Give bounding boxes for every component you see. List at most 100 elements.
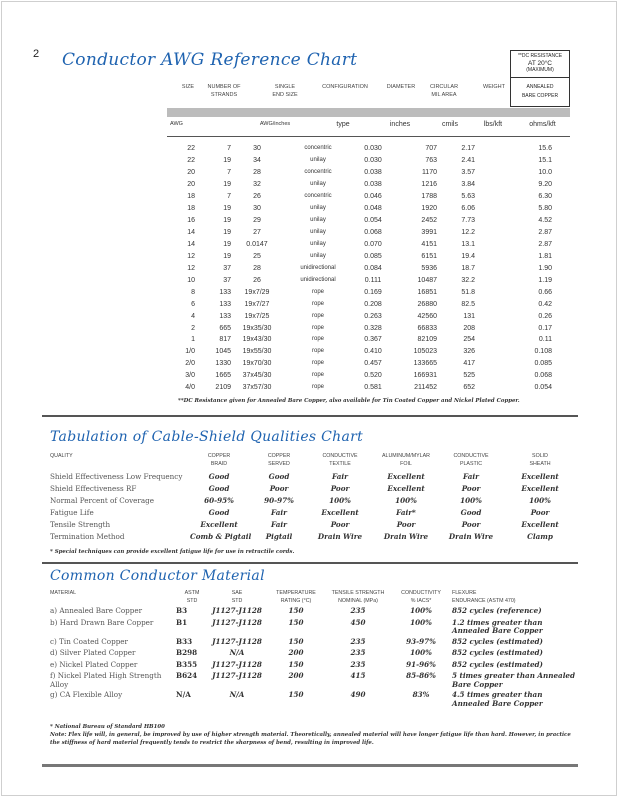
column-header: ASTM STD: [176, 589, 208, 607]
table-cell: 100%: [529, 495, 551, 505]
table-cell: 0.048: [364, 205, 382, 213]
header-line: SHEATH: [529, 461, 551, 467]
table-row: 12 37 28 unidirectional 0.084 5936 18.7 1.90: [167, 262, 570, 274]
header-line: STD: [231, 598, 243, 604]
table-cell: 652: [463, 384, 475, 392]
table-row: 14 19 27 unilay 0.068 3991 12.2 2.87: [167, 227, 570, 239]
table-cell: unidirectional: [300, 264, 336, 271]
header-line: TENSILE STRENGTH: [331, 590, 385, 596]
table-cell: 3/0: [185, 372, 195, 380]
unit-label: inches: [389, 121, 411, 128]
table-cell: 0.085: [364, 252, 382, 260]
table-cell: 0.208: [364, 300, 382, 308]
column-header: CONDUCTIVITY % IACS*: [390, 589, 452, 607]
unit-label: lbs/kft: [483, 121, 503, 128]
header-line: CONDUCTIVE: [453, 453, 489, 459]
table-cell: B355: [176, 659, 198, 669]
unit-label: AWG: [170, 121, 183, 127]
table-cell: 30: [253, 205, 261, 213]
table-row: 4 133 19x7/25 rope 0.263 42560 131 0.26: [167, 310, 570, 322]
table-cell: 0.054: [364, 217, 382, 225]
table-cell: Excellent: [387, 483, 425, 493]
table-cell: 15.1: [538, 157, 552, 165]
table-cell: 5.80: [538, 205, 552, 213]
table-cell: 19: [223, 181, 231, 189]
table-row: Shield Effectiveness Low Frequency Good Go…: [50, 470, 580, 482]
table-cell: 208: [463, 324, 475, 332]
table-cell: 133: [219, 312, 231, 320]
table-cell: 16: [187, 217, 195, 225]
table-cell: 150: [288, 606, 304, 615]
header-line: NUMBER OF: [207, 84, 241, 90]
table-cell: 37x57/30: [242, 384, 272, 392]
table-cell: Shield Effectiveness RF: [50, 483, 137, 493]
table-cell: 0.030: [364, 145, 382, 153]
table-cell: 20: [187, 181, 195, 189]
table-cell: 707: [425, 145, 437, 153]
table-cell: 0.038: [364, 169, 382, 177]
table-cell: b) Hard Drawn Bare Copper: [50, 617, 154, 627]
table-cell: 22: [187, 157, 195, 165]
table-cell: 32.2: [461, 276, 475, 284]
shield-table: QUALITY COPPER BRAID COPPER SERVED CONDUCTIVE…: [50, 452, 580, 542]
table-cell: 51.8: [461, 288, 475, 296]
table-cell: 19x7/25: [244, 312, 270, 320]
table-cell: 19x7/29: [244, 288, 270, 296]
section-divider: [42, 562, 578, 564]
table-cell: rope: [311, 288, 324, 295]
table-cell: 1.19: [538, 276, 552, 284]
column-header: TENSILE STRENGTH NOMINAL (MPa): [326, 589, 390, 607]
material-chart-title: Common Conductor Material: [50, 568, 265, 584]
table-cell: N/A: [229, 648, 245, 657]
column-header: SINGLE END SIZE: [260, 83, 310, 99]
table-row: b) Hard Drawn Bare Copper B1 J1127-J1128 15…: [50, 617, 580, 638]
dc-label: **DC RESISTANCE: [517, 53, 563, 59]
table-cell: unilay: [310, 181, 326, 188]
table-cell: unilay: [310, 229, 326, 236]
dc-label: ANNEALED: [526, 84, 554, 90]
table-cell: 100%: [410, 606, 432, 615]
table-cell: 26880: [417, 300, 437, 308]
table-cell: 3991: [421, 229, 437, 237]
table-cell: 235: [350, 648, 366, 657]
table-cell: 0.66: [538, 288, 552, 296]
table-cell: 150: [288, 617, 304, 627]
table-cell: c) Tin Coated Copper: [50, 636, 128, 646]
table-cell: rope: [311, 348, 324, 355]
header-line: SERVED: [268, 461, 290, 467]
header-line: COPPER: [207, 453, 231, 459]
section-divider: [42, 415, 578, 417]
table-cell: Drain Wire: [383, 531, 429, 541]
header-line: STD: [186, 598, 198, 604]
table-cell: 133: [219, 300, 231, 308]
table-row: f) Nickel Plated High Strength Alloy B624…: [50, 671, 580, 691]
table-cell: 2.87: [538, 240, 552, 248]
header-line: TEMPERATURE: [276, 590, 316, 596]
table-cell: B33: [176, 636, 193, 646]
awg-footnote: **DC Resistance given for Annealed Bare …: [178, 398, 520, 404]
table-cell: 82.5: [461, 300, 475, 308]
table-cell: Fair: [271, 519, 287, 529]
table-cell: a) Annealed Bare Copper: [50, 606, 143, 615]
table-cell: N/A: [176, 690, 191, 699]
table-cell: 14: [187, 229, 195, 237]
table-cell: 105023: [413, 348, 437, 356]
table-cell: J1127-J1128: [212, 606, 262, 615]
table-cell: 8: [191, 288, 195, 296]
table-row: Termination Method Comb & Pigtail Pigtail D…: [50, 530, 580, 542]
table-cell: B298: [176, 648, 198, 657]
column-header: WEIGHT: [476, 83, 512, 91]
header-line: BRAID: [210, 461, 228, 467]
table-row: Tensile Strength Excellent Fair Poor Poor Poo…: [50, 518, 580, 530]
header-line: MATERIAL: [50, 590, 77, 596]
table-row: 18 7 26 concentric 0.046 1788 5.63 6.30: [167, 191, 570, 203]
table-cell: 852 cycles (estimated): [452, 659, 543, 669]
table-cell: 6.06: [461, 205, 475, 213]
table-cell: 4.5 times greater than Annealed Bare Cop…: [452, 690, 543, 708]
header-line: RATING (°C): [280, 598, 312, 604]
table-cell: 1/0: [185, 348, 195, 356]
table-cell: 1788: [421, 193, 437, 201]
table-cell: Poor: [330, 519, 350, 529]
table-cell: unilay: [310, 240, 326, 247]
